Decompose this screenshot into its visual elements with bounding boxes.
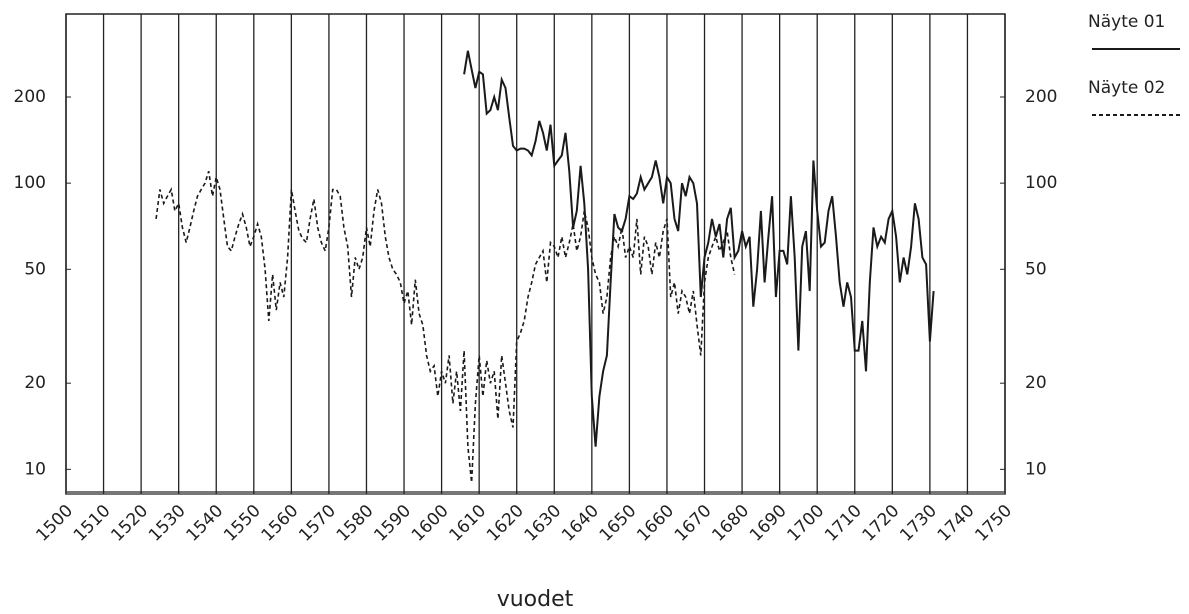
x-tick-label: 1670 [671,501,716,546]
x-tick-label: 1550 [220,501,265,546]
x-tick-label: 1510 [70,501,115,546]
x-tick-label: 1530 [145,501,190,546]
legend-label: Näyte 02 [1088,78,1165,98]
x-tick-label: 1590 [370,501,415,546]
series-line [463,50,935,447]
x-tick-label: 1680 [708,501,753,546]
y2-tick-label: 100 [1025,173,1057,193]
x-axis-label: vuodet [497,587,574,612]
x-tick-label: 1700 [784,501,829,546]
x-tick-label: 1720 [859,501,904,546]
legend-label: Näyte 01 [1088,12,1165,32]
x-tick-label: 1640 [558,501,603,546]
y-tick-label: 200 [14,87,46,107]
x-tick-label: 1750 [971,501,1016,546]
x-tick-label: 1610 [445,501,490,546]
y2-tick-label: 50 [1025,259,1047,279]
plot-frame [65,13,1006,495]
series-line [155,171,736,483]
y-tick-label: 100 [14,173,46,193]
x-tick-label: 1560 [258,501,303,546]
x-tick-label: 1600 [408,501,453,546]
bottom-band [66,491,1005,495]
x-tick-label: 1570 [295,501,340,546]
x-tick-label: 1540 [183,501,228,546]
x-tick-label: 1520 [107,501,152,546]
y-tick-label: 20 [24,373,46,393]
x-tick-label: 1740 [934,501,979,546]
x-tick-label: 1690 [746,501,791,546]
x-tick-label: 1500 [32,501,77,546]
y2-tick-label: 10 [1025,459,1047,479]
x-tick-label: 1580 [333,501,378,546]
x-tick-label: 1620 [483,501,528,546]
y-tick-label: 50 [24,259,46,279]
x-tick-label: 1660 [633,501,678,546]
y2-tick-label: 20 [1025,373,1047,393]
x-tick-label: 1630 [521,501,566,546]
y2-tick-label: 200 [1025,87,1057,107]
x-tick-label: 1730 [896,501,941,546]
x-tick-label: 1650 [596,501,641,546]
y-tick-label: 10 [24,459,46,479]
x-tick-label: 1710 [821,501,866,546]
